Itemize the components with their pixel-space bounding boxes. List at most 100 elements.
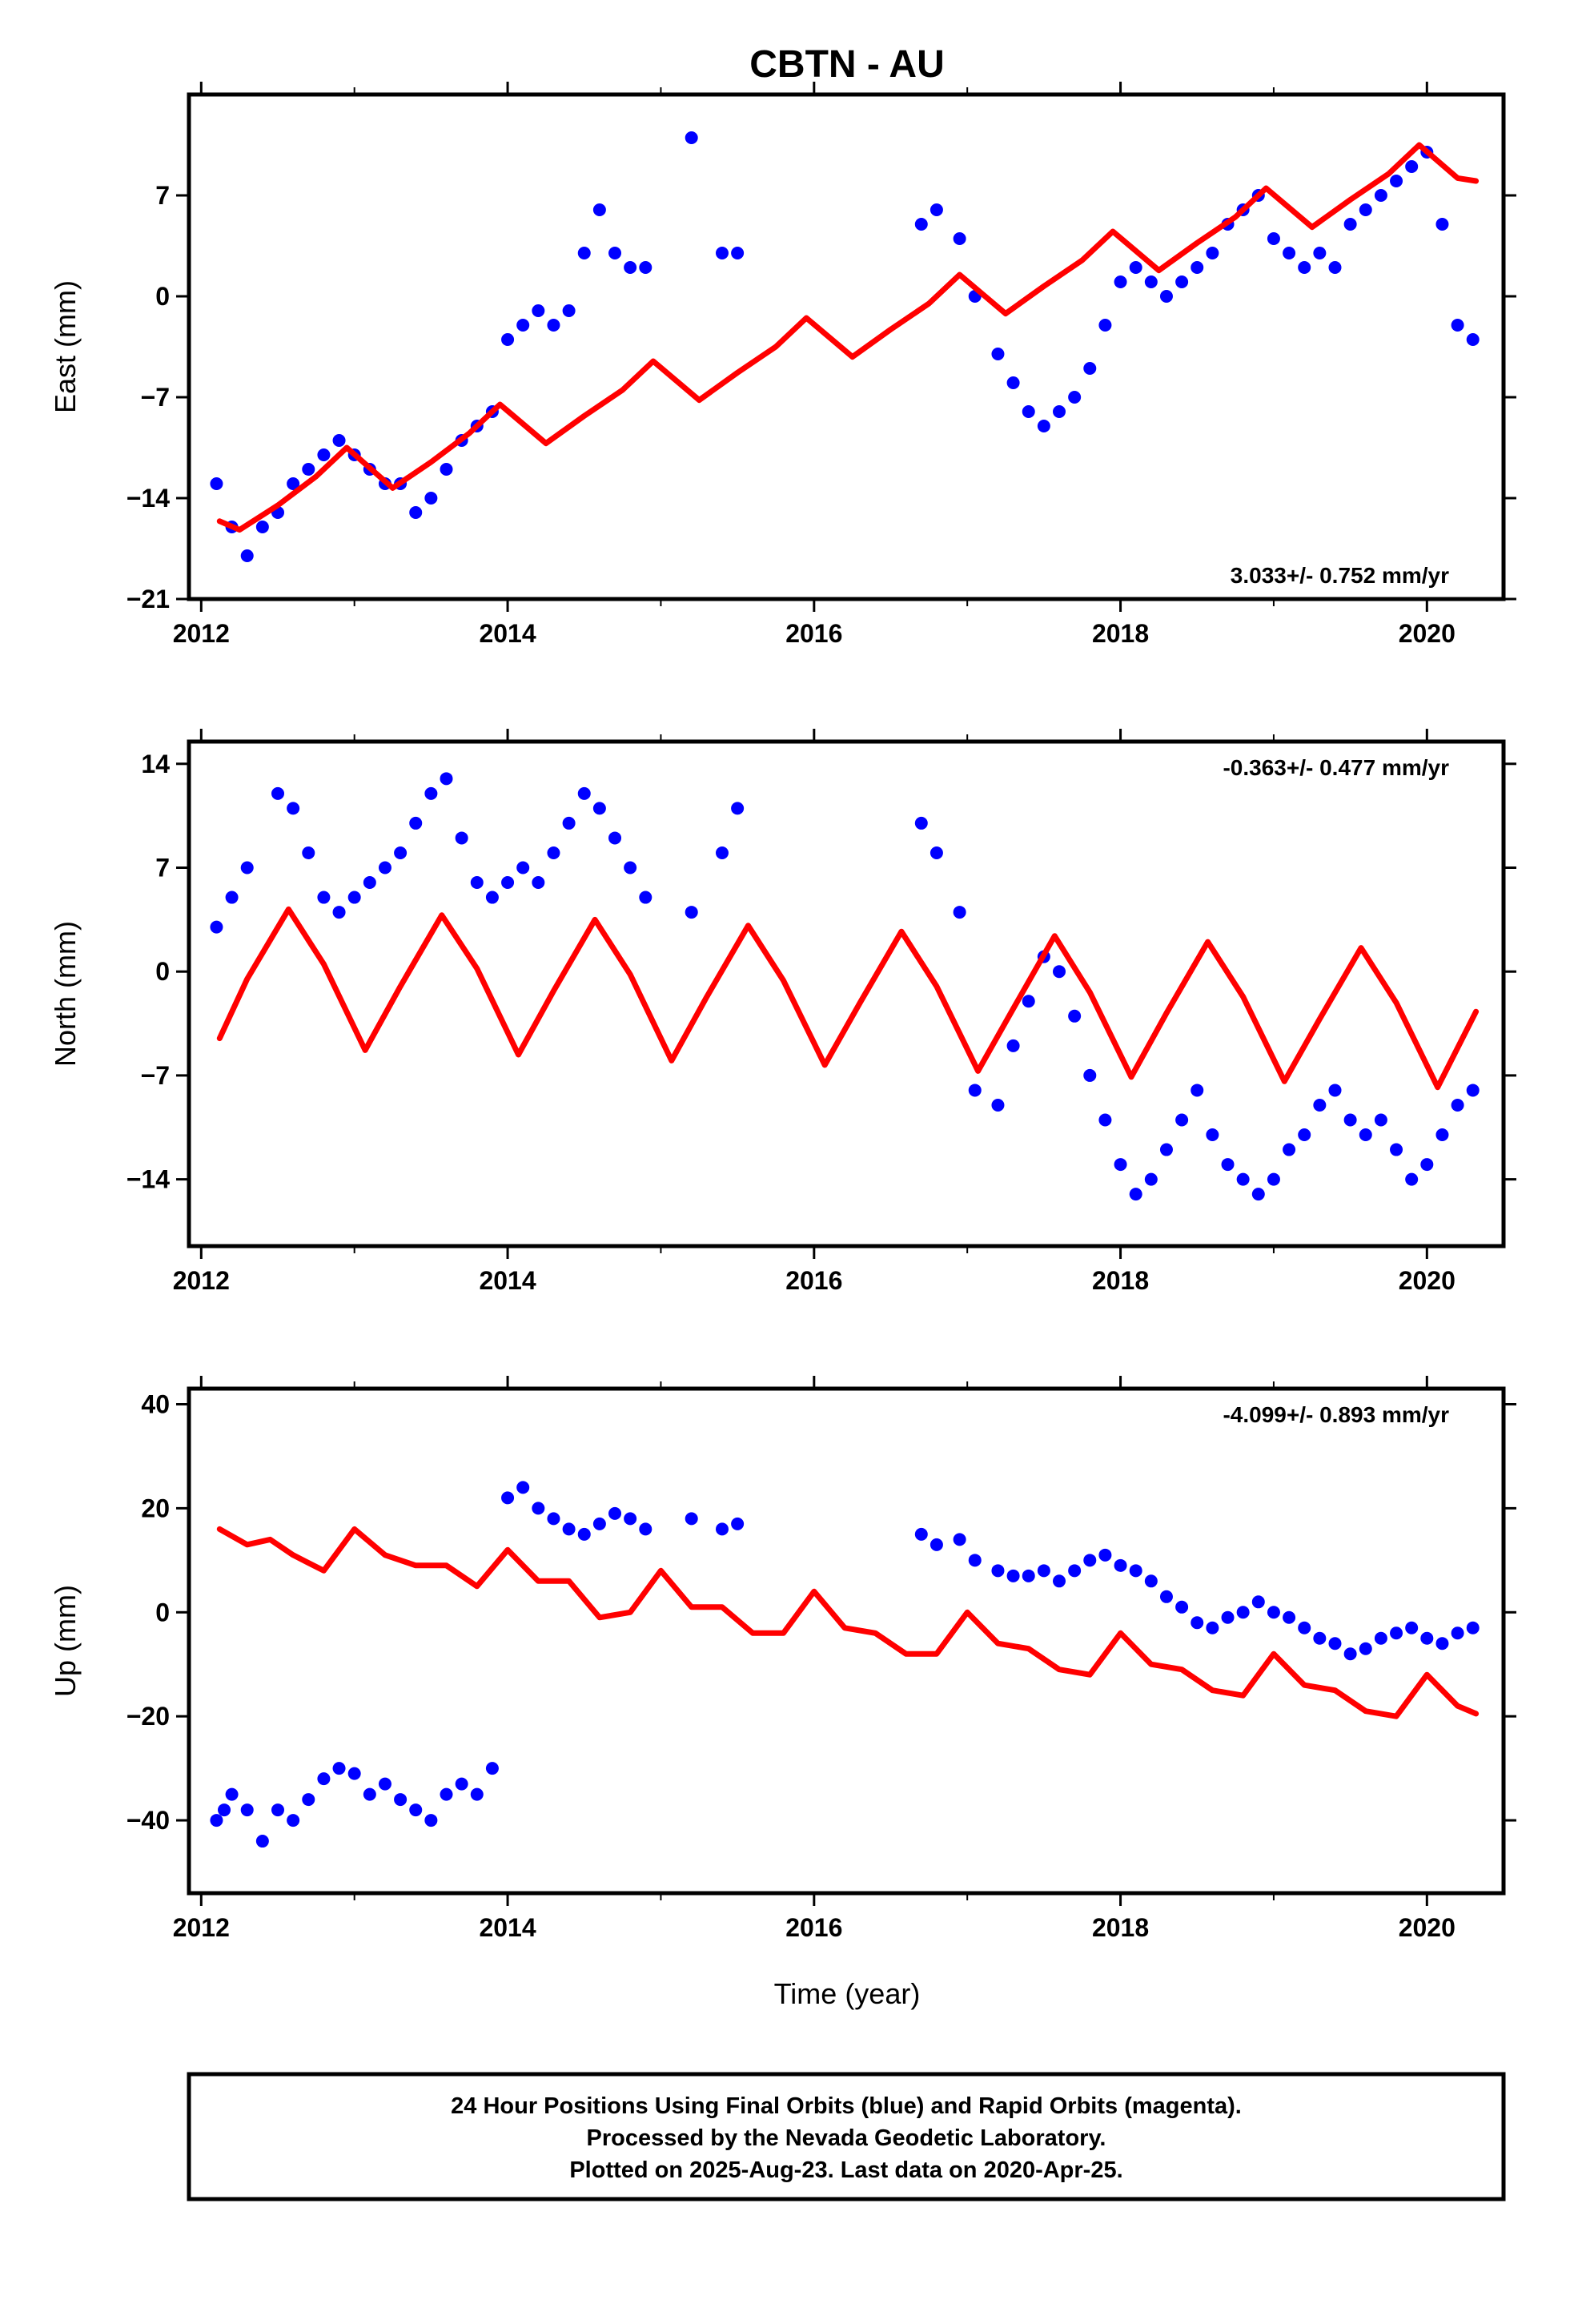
east-data-point: [501, 333, 515, 346]
north-ytick-label: −7: [141, 1061, 170, 1090]
east-data-point: [287, 477, 300, 490]
north-data-point: [731, 802, 745, 815]
north-data-point: [1251, 1188, 1265, 1201]
east-data-point: [1129, 261, 1142, 274]
up-data-point: [1098, 1548, 1112, 1562]
east-data-point: [424, 492, 438, 505]
north-data-point: [1053, 965, 1066, 979]
east-xtick-label: 2020: [1399, 619, 1456, 648]
up-data-point: [930, 1538, 943, 1551]
east-panel: 2012 2014 2016 2018 2020 −21 −14 −7 0 7 East (mm) 3…: [49, 82, 1516, 648]
up-data-point: [1006, 1569, 1020, 1582]
east-data-point: [1083, 362, 1097, 375]
east-data-point: [715, 247, 729, 259]
north-data-point: [1374, 1113, 1387, 1127]
up-ytick-label: −20: [126, 1702, 170, 1731]
east-data-point: [685, 131, 698, 144]
up-data-point: [1083, 1554, 1097, 1567]
east-xtick-label: 2014: [479, 619, 536, 648]
north-data-point: [953, 906, 966, 919]
north-data-point: [715, 846, 729, 859]
east-data-point: [210, 477, 223, 490]
up-xtick-label: 2016: [785, 1913, 842, 1942]
north-data-point: [1114, 1158, 1127, 1172]
east-data-point: [562, 304, 576, 317]
north-data-point: [1144, 1172, 1158, 1186]
east-data-point: [1159, 290, 1173, 303]
north-data-point: [547, 846, 560, 859]
up-data-point: [624, 1512, 637, 1526]
up-data-point: [1159, 1590, 1173, 1603]
north-velocity-label: -0.363+/- 0.477 mm/yr: [1223, 755, 1449, 780]
up-data-point: [347, 1767, 361, 1780]
up-data-point: [455, 1777, 468, 1791]
east-data-point: [1298, 261, 1311, 274]
east-data-point: [317, 448, 331, 461]
east-data-point: [1144, 275, 1158, 288]
north-data-point: [991, 1098, 1005, 1112]
east-data-point: [1466, 333, 1480, 346]
north-ytick-label: −14: [126, 1165, 170, 1194]
east-data-point: [608, 247, 622, 259]
up-data-point: [1191, 1616, 1204, 1630]
north-data-point: [363, 876, 376, 890]
north-plot-frame: [187, 739, 1506, 1248]
east-data-point: [1037, 420, 1050, 432]
east-ytick-label: −21: [126, 585, 170, 613]
north-data-point: [1359, 1128, 1372, 1142]
east-velocity-label: 3.033+/- 0.752 mm/yr: [1231, 563, 1449, 588]
north-data-point: [1006, 1039, 1020, 1052]
north-data-point: [332, 906, 346, 919]
east-data-point: [624, 261, 637, 274]
up-data-point: [1313, 1631, 1327, 1645]
up-data-point: [1053, 1574, 1066, 1588]
north-data-point: [394, 846, 408, 859]
up-data-point: [218, 1803, 231, 1817]
up-data-point: [1420, 1631, 1434, 1645]
north-data-point: [1236, 1172, 1250, 1186]
north-data-point: [968, 1084, 982, 1097]
north-data-point: [608, 831, 622, 845]
east-plot-area: [210, 131, 1480, 562]
up-data-point: [1267, 1606, 1280, 1619]
up-data-point: [1390, 1626, 1403, 1640]
up-data-point: [210, 1814, 223, 1827]
east-data-point: [1068, 391, 1082, 404]
up-data-point: [378, 1777, 391, 1791]
up-data-point: [1251, 1595, 1265, 1609]
up-data-point: [1405, 1621, 1419, 1634]
up-data-point: [1359, 1642, 1372, 1655]
east-data-point: [409, 506, 423, 519]
up-data-point: [225, 1787, 239, 1801]
up-data-point: [1037, 1564, 1050, 1578]
east-data-point: [1283, 247, 1296, 259]
up-data-point: [470, 1787, 484, 1801]
east-data-point: [991, 348, 1005, 360]
north-data-point: [516, 861, 530, 875]
north-data-point: [271, 786, 284, 800]
north-data-point: [240, 861, 254, 875]
up-data-point: [639, 1522, 652, 1536]
east-data-point: [532, 304, 545, 317]
east-data-point: [592, 203, 606, 216]
east-data-point: [1022, 405, 1035, 418]
up-data-point: [685, 1512, 698, 1526]
up-data-point: [532, 1502, 545, 1515]
north-xtick-label: 2014: [479, 1266, 536, 1295]
north-data-point: [440, 772, 453, 786]
up-data-point: [968, 1554, 982, 1567]
north-data-point: [287, 802, 300, 815]
up-data-point: [1022, 1569, 1035, 1582]
east-data-point: [516, 319, 530, 332]
up-data-point: [271, 1803, 284, 1817]
chart-title: CBTN - AU: [749, 43, 945, 86]
east-xtick-label: 2016: [785, 619, 842, 648]
north-data-point: [455, 831, 468, 845]
up-data-point: [1206, 1621, 1219, 1634]
north-data-point: [409, 816, 423, 830]
up-velocity-label: -4.099+/- 0.893 mm/yr: [1223, 1402, 1449, 1427]
up-data-point: [1144, 1574, 1158, 1588]
north-data-point: [378, 861, 391, 875]
up-model-curve: [216, 1526, 1480, 1719]
up-data-point: [592, 1517, 606, 1530]
